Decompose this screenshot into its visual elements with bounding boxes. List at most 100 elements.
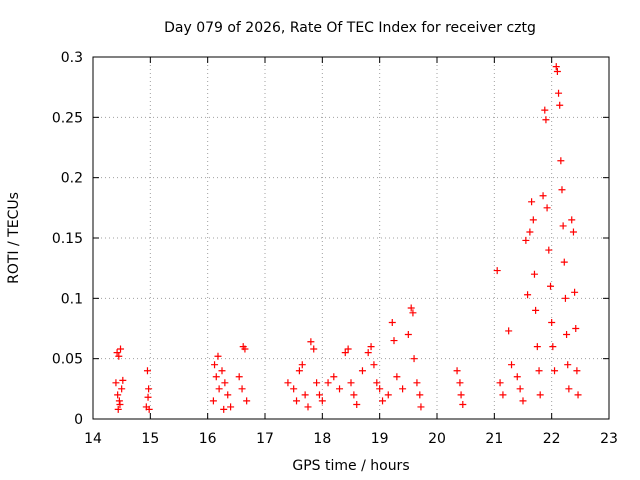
data-point [407,304,415,312]
data-point [384,391,392,399]
data-point [353,401,361,409]
y-tick-label: 0.3 [61,50,83,66]
data-point [563,331,571,339]
data-point [114,391,122,399]
y-tick-label: 0 [74,412,83,428]
data-point [456,379,464,387]
data-point [417,403,425,411]
data-point [535,367,543,375]
data-point [561,294,569,302]
data-point [571,288,579,296]
data-point [118,385,126,393]
data-point [453,367,461,375]
data-point [530,270,538,278]
data-point [221,379,229,387]
x-axis-title: GPS time / hours [292,458,409,474]
data-point [341,349,349,357]
data-point [284,379,292,387]
data-point [559,222,567,230]
data-point [573,367,581,375]
data-point [388,318,396,326]
data-point [358,367,366,375]
data-point [553,67,561,75]
y-tick-label: 0.15 [52,231,83,247]
data-point [379,397,387,405]
data-point [344,345,352,353]
data-point [539,192,547,200]
data-point [548,318,556,326]
data-point [404,331,412,339]
data-point [143,367,151,375]
data-point [214,352,222,360]
data-point [545,246,553,254]
data-point [367,343,375,351]
data-point [536,391,544,399]
data-point [399,385,407,393]
data-point [144,393,152,401]
data-point [243,397,251,405]
data-point [569,228,577,236]
data-point [364,349,372,357]
data-marks [112,63,582,413]
data-point [508,361,516,369]
data-point [290,385,298,393]
data-point [493,267,501,275]
data-point [376,385,384,393]
plot-frame [92,56,610,420]
data-point [558,186,566,194]
chart-title: Day 079 of 2026, Rate Of TEC Index for r… [164,20,536,36]
data-point [370,361,378,369]
data-point [324,379,332,387]
data-point [238,385,246,393]
x-tick-label: 14 [84,431,102,447]
data-point [499,391,507,399]
data-point [526,228,534,236]
y-tick-label: 0.2 [61,171,83,187]
data-point [528,198,536,206]
data-point [119,376,127,384]
data-point [310,345,318,353]
data-point [574,391,582,399]
y-tick-label: 0.1 [61,291,83,307]
data-point [541,106,549,114]
data-point [552,63,560,71]
x-tick-label: 23 [600,431,618,447]
data-point [313,379,321,387]
data-point [572,325,580,332]
axis-ticks: 14 15 16 17 18 19 20 21 22 23 0 0.05 0.1 0.15 0.2 0.25 0… [52,50,618,447]
data-point [116,401,124,409]
data-point [496,379,504,387]
x-tick-label: 20 [428,431,446,447]
data-point [410,355,418,363]
data-point [568,216,576,224]
data-point [220,405,228,413]
data-point [336,385,344,393]
x-tick-label: 21 [485,431,503,447]
y-tick-label: 0.25 [52,110,83,126]
data-point [551,367,559,375]
x-tick-label: 18 [313,431,331,447]
data-point [533,343,541,351]
grid [93,57,609,419]
data-point [215,385,223,393]
data-point [318,397,326,405]
data-point [416,391,424,399]
data-point [218,367,226,375]
data-point [542,116,550,124]
data-point [241,345,249,353]
data-point [457,391,465,399]
data-point [330,373,338,381]
data-point [373,379,381,387]
data-point [115,352,123,360]
x-tick-label: 16 [199,431,217,447]
data-point [298,361,306,369]
data-point [145,385,153,393]
data-point [227,403,235,411]
data-point [557,157,565,165]
data-point [532,306,540,314]
data-point [547,282,555,290]
data-point [117,345,125,353]
data-point [224,391,232,399]
y-axis-title: ROTI / TECUs [6,192,22,284]
data-point [350,391,358,399]
